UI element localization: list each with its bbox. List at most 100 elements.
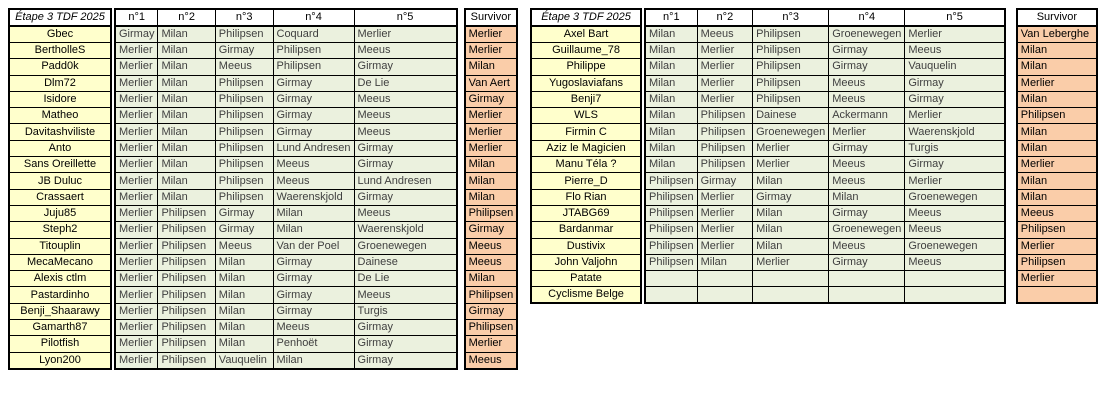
- pick-cell[interactable]: Merlier: [114, 237, 159, 255]
- column-header-n3[interactable]: n°3: [752, 8, 830, 27]
- pick-cell[interactable]: Girmay: [696, 172, 754, 190]
- pick-cell[interactable]: Milan: [157, 25, 216, 43]
- pick-cell[interactable]: Milan: [828, 188, 906, 206]
- pick-cell[interactable]: [904, 286, 1006, 304]
- player-name-cell[interactable]: MecaMecano: [8, 253, 112, 272]
- pick-cell[interactable]: Meeus: [353, 286, 458, 304]
- player-name-cell[interactable]: Axel Bart: [530, 25, 642, 43]
- pick-cell[interactable]: Milan: [644, 90, 698, 109]
- pick-cell[interactable]: Merlier: [114, 204, 159, 223]
- pick-cell[interactable]: Girmay: [353, 58, 458, 76]
- pick-cell[interactable]: Philipsen: [157, 302, 216, 321]
- player-name-cell[interactable]: Gamarth87: [8, 319, 112, 337]
- pick-cell[interactable]: Girmay: [353, 139, 458, 158]
- pick-cell[interactable]: Vauquelin: [904, 58, 1006, 76]
- pick-cell[interactable]: Milan: [214, 286, 274, 304]
- column-header-n5[interactable]: n°5: [904, 8, 1006, 27]
- pick-cell[interactable]: Philipsen: [214, 123, 274, 141]
- survivor-cell[interactable]: Milan: [1016, 139, 1098, 158]
- pick-cell[interactable]: Meeus: [353, 41, 458, 60]
- player-name-cell[interactable]: Isidore: [8, 90, 112, 109]
- survivor-cell[interactable]: Meeus: [464, 253, 518, 272]
- pick-cell[interactable]: Girmay: [272, 74, 355, 92]
- pick-cell[interactable]: Meeus: [214, 58, 274, 76]
- player-name-cell[interactable]: John Valjohn: [530, 253, 642, 272]
- pick-cell[interactable]: Philipsen: [272, 58, 355, 76]
- pick-cell[interactable]: Merlier: [114, 156, 159, 174]
- pick-cell[interactable]: Girmay: [904, 74, 1006, 92]
- pick-cell[interactable]: Girmay: [904, 156, 1006, 174]
- pick-cell[interactable]: Philipsen: [272, 41, 355, 60]
- pick-cell[interactable]: Milan: [644, 41, 698, 60]
- pick-cell[interactable]: Philipsen: [752, 41, 830, 60]
- player-name-cell[interactable]: JTABG69: [530, 204, 642, 223]
- pick-cell[interactable]: Groenewegen: [904, 237, 1006, 255]
- player-name-cell[interactable]: Manu Téla ?: [530, 156, 642, 174]
- player-name-cell[interactable]: Aziz le Magicien: [530, 139, 642, 158]
- pick-cell[interactable]: Penhoët: [272, 335, 355, 353]
- survivor-cell[interactable]: Merlier: [1016, 270, 1098, 288]
- pick-cell[interactable]: Philipsen: [214, 90, 274, 109]
- pick-cell[interactable]: Merlier: [696, 74, 754, 92]
- pick-cell[interactable]: Philipsen: [752, 25, 830, 43]
- pick-cell[interactable]: [696, 270, 754, 288]
- pick-cell[interactable]: Merlier: [114, 319, 159, 337]
- player-name-cell[interactable]: WLS: [530, 107, 642, 125]
- pick-cell[interactable]: Vauquelin: [214, 351, 274, 370]
- player-name-cell[interactable]: Pilotfish: [8, 335, 112, 353]
- survivor-cell[interactable]: Milan: [1016, 41, 1098, 60]
- survivor-cell[interactable]: Merlier: [464, 123, 518, 141]
- survivor-cell[interactable]: Philipsen: [464, 286, 518, 304]
- survivor-cell[interactable]: Philipsen: [1016, 253, 1098, 272]
- pick-cell[interactable]: Turgis: [353, 302, 458, 321]
- pick-cell[interactable]: Milan: [644, 107, 698, 125]
- pick-cell[interactable]: Meeus: [272, 319, 355, 337]
- player-name-cell[interactable]: Pastardinho: [8, 286, 112, 304]
- pick-cell[interactable]: Milan: [752, 221, 830, 239]
- pick-cell[interactable]: Dainese: [752, 107, 830, 125]
- player-name-cell[interactable]: Alexis ctlm: [8, 270, 112, 288]
- pick-cell[interactable]: Milan: [752, 172, 830, 190]
- survivor-cell[interactable]: Merlier: [464, 139, 518, 158]
- pick-cell[interactable]: Meeus: [828, 237, 906, 255]
- pick-cell[interactable]: Philipsen: [696, 107, 754, 125]
- pick-cell[interactable]: Philipsen: [157, 319, 216, 337]
- player-name-cell[interactable]: BertholleS: [8, 41, 112, 60]
- survivor-cell[interactable]: Merlier: [1016, 156, 1098, 174]
- table-title[interactable]: Étape 3 TDF 2025: [8, 8, 112, 27]
- pick-cell[interactable]: Waerenskjold: [353, 221, 458, 239]
- survivor-cell[interactable]: Milan: [1016, 188, 1098, 206]
- survivor-cell[interactable]: Merlier: [464, 25, 518, 43]
- survivor-cell[interactable]: Merlier: [464, 41, 518, 60]
- pick-cell[interactable]: Philipsen: [157, 253, 216, 272]
- player-name-cell[interactable]: Bardanmar: [530, 221, 642, 239]
- player-name-cell[interactable]: Anto: [8, 139, 112, 158]
- pick-cell[interactable]: Groenewegen: [904, 188, 1006, 206]
- player-name-cell[interactable]: Guillaume_78: [530, 41, 642, 60]
- player-name-cell[interactable]: Benji_Shaarawy: [8, 302, 112, 321]
- pick-cell[interactable]: Meeus: [904, 41, 1006, 60]
- pick-cell[interactable]: Girmay: [828, 139, 906, 158]
- survivor-cell[interactable]: Philipsen: [464, 204, 518, 223]
- pick-cell[interactable]: Merlier: [696, 90, 754, 109]
- player-name-cell[interactable]: Dustivix: [530, 237, 642, 255]
- survivor-cell[interactable]: Meeus: [464, 237, 518, 255]
- survivor-cell[interactable]: Merlier: [1016, 237, 1098, 255]
- pick-cell[interactable]: Milan: [752, 204, 830, 223]
- pick-cell[interactable]: Girmay: [828, 253, 906, 272]
- pick-cell[interactable]: Philipsen: [696, 139, 754, 158]
- pick-cell[interactable]: Coquard: [272, 25, 355, 43]
- pick-cell[interactable]: Merlier: [696, 188, 754, 206]
- column-header-n4[interactable]: n°4: [272, 8, 355, 27]
- pick-cell[interactable]: Meeus: [696, 25, 754, 43]
- pick-cell[interactable]: Girmay: [904, 90, 1006, 109]
- survivor-cell[interactable]: Philipsen: [1016, 221, 1098, 239]
- pick-cell[interactable]: Milan: [644, 156, 698, 174]
- pick-cell[interactable]: Milan: [157, 74, 216, 92]
- pick-cell[interactable]: Groenewegen: [752, 123, 830, 141]
- pick-cell[interactable]: Ackermann: [828, 107, 906, 125]
- pick-cell[interactable]: Meeus: [904, 204, 1006, 223]
- player-name-cell[interactable]: JB Duluc: [8, 172, 112, 190]
- survivor-cell[interactable]: Merlier: [1016, 74, 1098, 92]
- survivor-cell[interactable]: [1016, 286, 1098, 304]
